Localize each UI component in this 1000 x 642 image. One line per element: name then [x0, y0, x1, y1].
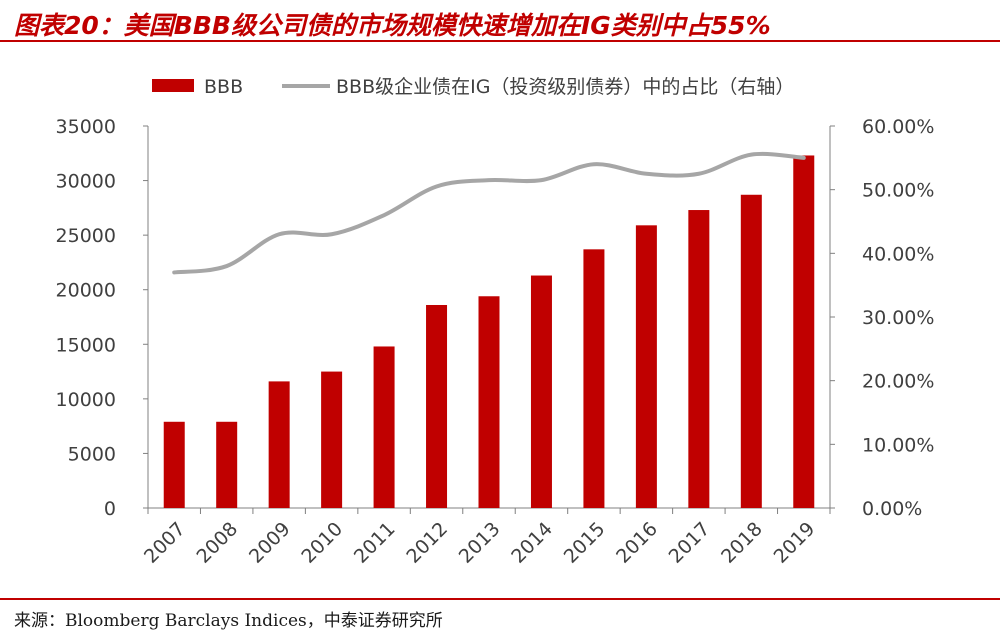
source-note: 来源：Bloomberg Barclays Indices，中泰证券研究所: [14, 611, 443, 631]
right-axis-tick-label: 20.00%: [862, 371, 934, 393]
x-axis-category-label: 2012: [402, 518, 452, 568]
source-divider: [0, 598, 1000, 600]
x-axis-category-label: 2017: [665, 518, 715, 568]
figure-title: 图表20：美国BBB级公司债的市场规模快速增加在IG类别中占55%: [14, 11, 771, 40]
bar-2009: [268, 381, 290, 508]
share-line-series: [172, 151, 806, 275]
x-axis-category-label: 2019: [770, 518, 820, 568]
bar-2018: [740, 194, 762, 508]
bar-2014: [530, 275, 552, 508]
left-axis-tick-label: 5000: [68, 443, 116, 465]
right-axis-tick-label: 30.00%: [862, 307, 934, 329]
bar-2016: [635, 225, 657, 508]
x-axis-category-label: 2013: [455, 518, 505, 568]
x-axis-category-label: 2015: [560, 518, 610, 568]
bar-2013: [478, 296, 500, 508]
x-axis-category-label: 2009: [245, 518, 295, 568]
left-axis-tick-label: 35000: [56, 116, 116, 138]
bar-2008: [216, 421, 238, 508]
right-axis-tick-label: 0.00%: [862, 498, 922, 520]
bar-2015: [583, 249, 605, 508]
left-axis-tick-label: 0: [104, 498, 116, 520]
legend-swatch-bbb: [152, 79, 194, 92]
bar-2007: [163, 421, 185, 508]
bar-2017: [688, 210, 710, 509]
x-axis-category-label: 2011: [350, 518, 400, 568]
bar-2011: [373, 346, 395, 508]
bar-2010: [321, 371, 343, 508]
left-axis-tick-label: 30000: [56, 171, 116, 193]
x-axis-category-label: 2010: [297, 518, 347, 568]
legend-label-share: BBB级企业债在IG（投资级别债券）中的占比（右轴）: [336, 76, 794, 98]
x-axis-category-label: 2014: [507, 518, 557, 568]
x-axis-category-label: 2008: [192, 518, 242, 568]
x-axis-category-label: 2016: [612, 518, 662, 568]
x-axis-category-label: 2007: [140, 518, 190, 568]
right-axis-tick-label: 10.00%: [862, 434, 934, 456]
bar-2019: [793, 155, 815, 508]
right-axis-tick-label: 50.00%: [862, 180, 934, 202]
bar-2012: [426, 304, 448, 508]
left-axis-tick-label: 10000: [56, 389, 116, 411]
title-divider: [0, 40, 1000, 42]
left-axis-tick-label: 15000: [56, 334, 116, 356]
left-axis-tick-label: 25000: [56, 225, 116, 247]
legend-label-bbb: BBB: [204, 76, 243, 98]
x-axis-category-label: 2018: [717, 518, 767, 568]
right-axis-tick-label: 60.00%: [862, 116, 934, 138]
left-axis-tick-label: 20000: [56, 280, 116, 302]
right-axis-tick-label: 40.00%: [862, 243, 934, 265]
bbb-chart: 0 5000 10000 15000 20000 25000 30000 35000 0.00%…: [56, 76, 935, 568]
